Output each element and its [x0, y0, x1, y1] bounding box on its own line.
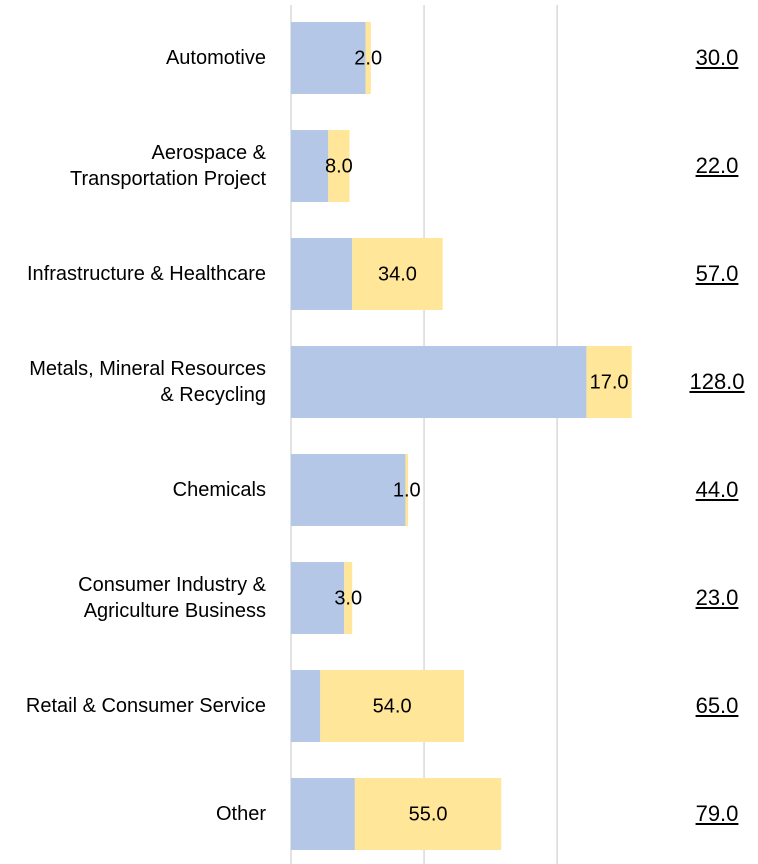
data-label: 2.0: [354, 47, 382, 69]
category-label: Retail & Consumer Service: [25, 695, 266, 717]
data-label: 54.0: [373, 695, 412, 717]
bar-segment: [291, 778, 355, 850]
bar-segment: [320, 670, 464, 742]
bar-segment: [328, 130, 350, 202]
bar-segment: [352, 238, 443, 310]
bar-segment: [291, 238, 353, 310]
data-label: 55.0: [409, 803, 448, 825]
total-label: 44.0: [695, 477, 739, 502]
bar-segment: [291, 130, 329, 202]
category-label: Other: [215, 803, 266, 825]
bar-segment: [365, 22, 371, 94]
total-label: 23.0: [695, 585, 739, 610]
total-label: 22.0: [695, 153, 739, 178]
category-label: Automotive: [165, 47, 266, 69]
data-label: 17.0: [590, 371, 629, 393]
bar-segment: [405, 454, 409, 526]
bar-segment: [291, 670, 321, 742]
bar-segment: [291, 22, 366, 94]
category-label: Aerospace & Transportation Project: [69, 142, 266, 190]
total-label: 57.0: [695, 261, 739, 286]
data-label: 1.0: [393, 479, 421, 501]
category-label: Consumer Industry & Agriculture Business: [78, 574, 266, 622]
category-label: Chemicals: [172, 479, 266, 501]
bar-segment: [586, 346, 632, 418]
data-label: 34.0: [378, 263, 417, 285]
bar-segment: [291, 562, 345, 634]
bar-segment: [344, 562, 353, 634]
data-label: 8.0: [325, 155, 353, 177]
bar-segment: [291, 346, 587, 418]
category-label: Infrastructure & Healthcare: [27, 263, 266, 285]
category-label: Metals, Mineral Resources & Recycling: [29, 358, 266, 406]
data-label: 3.0: [334, 587, 362, 609]
total-label: 128.0: [689, 369, 745, 394]
bar-segment: [354, 778, 502, 850]
total-label: 30.0: [695, 45, 739, 70]
bar-segment: [291, 454, 406, 526]
total-label: 65.0: [695, 693, 739, 718]
total-label: 79.0: [695, 801, 739, 826]
